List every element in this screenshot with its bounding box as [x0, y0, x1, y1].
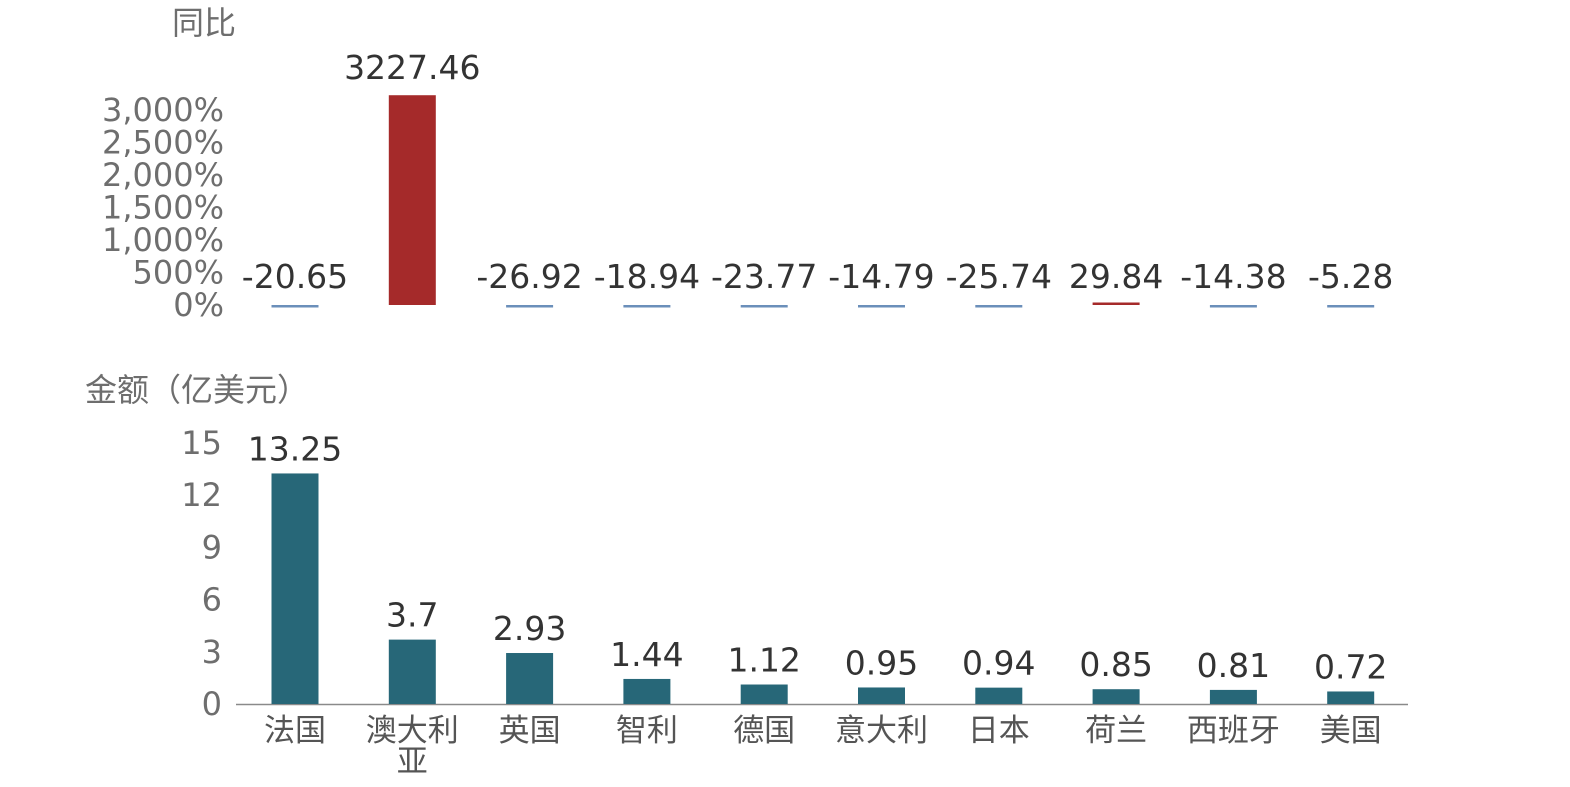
top-y-tick-label: 500% [133, 254, 224, 292]
bottom-bar [1092, 689, 1140, 704]
bottom-data-label: 0.95 [845, 643, 918, 682]
bottom-data-label: 2.93 [493, 609, 566, 648]
x-category-label: 德国 [733, 713, 795, 749]
top-bar [858, 305, 905, 308]
bottom-bar [975, 687, 1023, 704]
bottom-bar [858, 687, 905, 704]
top-data-label: -14.79 [828, 257, 934, 296]
top-y-tick-label: 1,000% [102, 221, 224, 259]
bottom-y-tick-label: 0 [202, 685, 222, 723]
x-category-label: 西班牙 [1187, 713, 1280, 749]
x-category-label: 智利 [616, 713, 678, 749]
bottom-y-tick-label: 6 [202, 581, 222, 619]
bottom-data-label: 0.85 [1079, 645, 1152, 684]
bottom-y-tick-label: 3 [202, 633, 222, 671]
x-category-label: 日本 [968, 713, 1030, 749]
top-y-tick-label: 3,000% [102, 91, 224, 129]
bottom-y-tick-label: 15 [181, 424, 222, 462]
bottom-y-tick-label: 9 [202, 528, 222, 566]
top-bar [623, 305, 671, 308]
top-bar [506, 305, 554, 308]
top-data-label: -14.38 [1180, 257, 1286, 296]
top-data-label: 29.84 [1069, 257, 1163, 296]
bottom-y-tick-label: 12 [181, 476, 222, 514]
top-y-tick-label: 2,500% [102, 124, 224, 162]
bottom-bar [623, 678, 671, 704]
bottom-data-label: 13.25 [248, 429, 342, 468]
bottom-data-label: 0.72 [1314, 647, 1387, 686]
bottom-bar [740, 684, 788, 704]
top-bar [388, 95, 436, 305]
bottom-bar [1327, 691, 1375, 704]
bottom-bar [271, 473, 319, 704]
x-category-label: 亚 [397, 744, 428, 780]
top-bar [1327, 305, 1375, 308]
top-bar [740, 305, 788, 308]
top-bar [1092, 302, 1140, 305]
bottom-data-label: 3.7 [386, 596, 438, 635]
top-data-label: 3227.46 [344, 48, 480, 87]
top-y-tick-label: 0% [173, 286, 224, 324]
top-data-label: -23.77 [711, 257, 817, 296]
top-y-axis-title: 同比 [172, 4, 236, 42]
x-category-label: 美国 [1320, 713, 1382, 749]
bottom-bar [506, 653, 554, 704]
top-data-label: -20.65 [242, 257, 348, 296]
bottom-bar [1209, 689, 1257, 704]
top-bar [271, 305, 319, 308]
top-bar [1209, 305, 1257, 308]
x-category-label: 法国 [264, 713, 326, 749]
x-category-label: 意大利 [835, 713, 928, 749]
x-category-label: 英国 [499, 713, 561, 749]
top-plot-area: 0%500%1,000%1,500%2,000%2,500%3,000% -20.… [102, 48, 1393, 324]
top-y-tick-label: 1,500% [102, 189, 224, 227]
top-data-label: -5.28 [1308, 257, 1393, 296]
top-data-label: -25.74 [946, 257, 1052, 296]
top-bar [975, 305, 1023, 308]
top-data-label: -26.92 [476, 257, 582, 296]
x-category-label: 澳大利 [366, 713, 459, 749]
bottom-data-label: 0.81 [1197, 646, 1270, 685]
bottom-data-label: 1.44 [610, 635, 683, 674]
bottom-data-label: 0.94 [962, 644, 1035, 683]
top-y-tick-label: 2,000% [102, 156, 224, 194]
bottom-bar [388, 639, 436, 704]
x-category-label: 荷兰 [1085, 713, 1147, 749]
bottom-y-axis-title: 金额（亿美元） [85, 371, 309, 409]
top-data-label: -18.94 [594, 257, 700, 296]
bottom-data-label: 1.12 [727, 641, 800, 680]
